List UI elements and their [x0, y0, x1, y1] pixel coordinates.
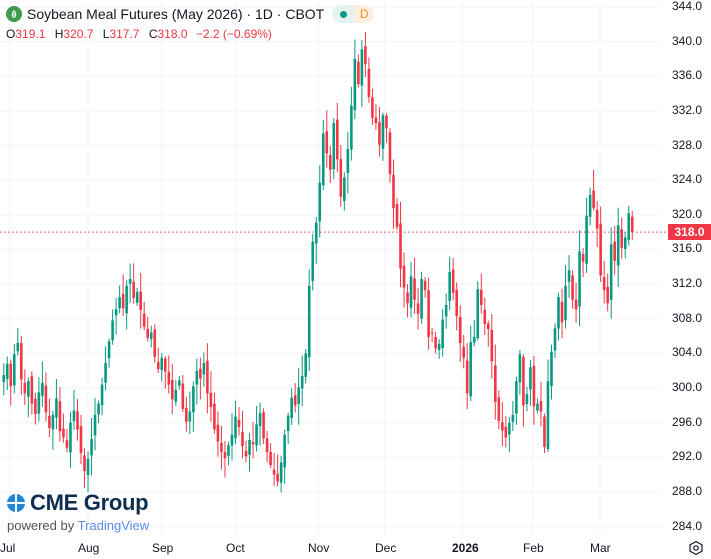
price-tick-label: 344.0 [672, 0, 703, 13]
price-tick-label: 316.0 [672, 241, 703, 256]
price-tick-label: 300.0 [672, 380, 703, 395]
time-tick-label: Dec [375, 541, 397, 555]
ohlc-values: O319.1 H320.7 L317.7 C318.0 −2.2 (−0.69%… [6, 27, 374, 41]
open-label: O [6, 27, 16, 41]
price-tick-label: 328.0 [672, 137, 703, 152]
low-label: L [102, 27, 110, 41]
open-value: 319.1 [15, 27, 46, 41]
low-value: 317.7 [109, 27, 140, 41]
high-label: H [54, 27, 64, 41]
time-tick-label: 2026 [452, 541, 479, 555]
price-tick-label: 324.0 [672, 172, 703, 187]
price-tick-label: 336.0 [672, 68, 703, 83]
price-tick-label: 284.0 [672, 518, 703, 533]
price-tick-label: 288.0 [672, 483, 703, 498]
cme-logo-text: CME Group [30, 490, 149, 515]
interval-badge: D [354, 5, 375, 23]
powered-by-text: powered by [7, 518, 75, 533]
price-tick-label: 340.0 [672, 33, 703, 48]
time-tick-label: Aug [78, 541, 100, 555]
market-open-dot-icon [332, 5, 355, 23]
close-value: 318.0 [157, 27, 188, 41]
tradingview-link[interactable]: TradingView [77, 518, 150, 533]
time-tick-label: Jul [0, 541, 16, 555]
soybean-leaf-icon [6, 6, 22, 22]
price-tick-label: 292.0 [672, 449, 703, 464]
chart-legend: Soybean Meal Futures (May 2026) · 1D · C… [6, 4, 375, 41]
globe-logo-icon [7, 494, 25, 512]
candles [2, 31, 634, 493]
grid-lines [0, 0, 660, 535]
price-tick-label: 296.0 [672, 414, 703, 429]
cme-tradingview-branding[interactable]: CME Group powered by TradingView [7, 490, 149, 533]
price-tick-label: 320.0 [672, 206, 703, 221]
last-price-tag: 318.0 [668, 224, 711, 241]
time-tick-label: Feb [523, 541, 544, 555]
time-tick-label: Mar [590, 541, 611, 555]
price-tick-label: 304.0 [672, 345, 703, 360]
time-tick-label: Oct [226, 541, 245, 555]
price-tick-label: 332.0 [672, 102, 703, 117]
close-label: C [148, 27, 158, 41]
change-value: −2.2 (−0.69%) [195, 27, 272, 41]
time-tick-label: Sep [152, 541, 174, 555]
time-tick-label: Nov [308, 541, 330, 555]
market-status-badge[interactable]: D [332, 5, 375, 23]
symbol-title[interactable]: Soybean Meal Futures (May 2026) · 1D · C… [27, 6, 325, 22]
price-tick-label: 312.0 [672, 276, 703, 291]
settings-hexagon-icon[interactable] [688, 540, 704, 556]
high-value: 320.7 [63, 27, 94, 41]
price-tick-label: 308.0 [672, 310, 703, 325]
